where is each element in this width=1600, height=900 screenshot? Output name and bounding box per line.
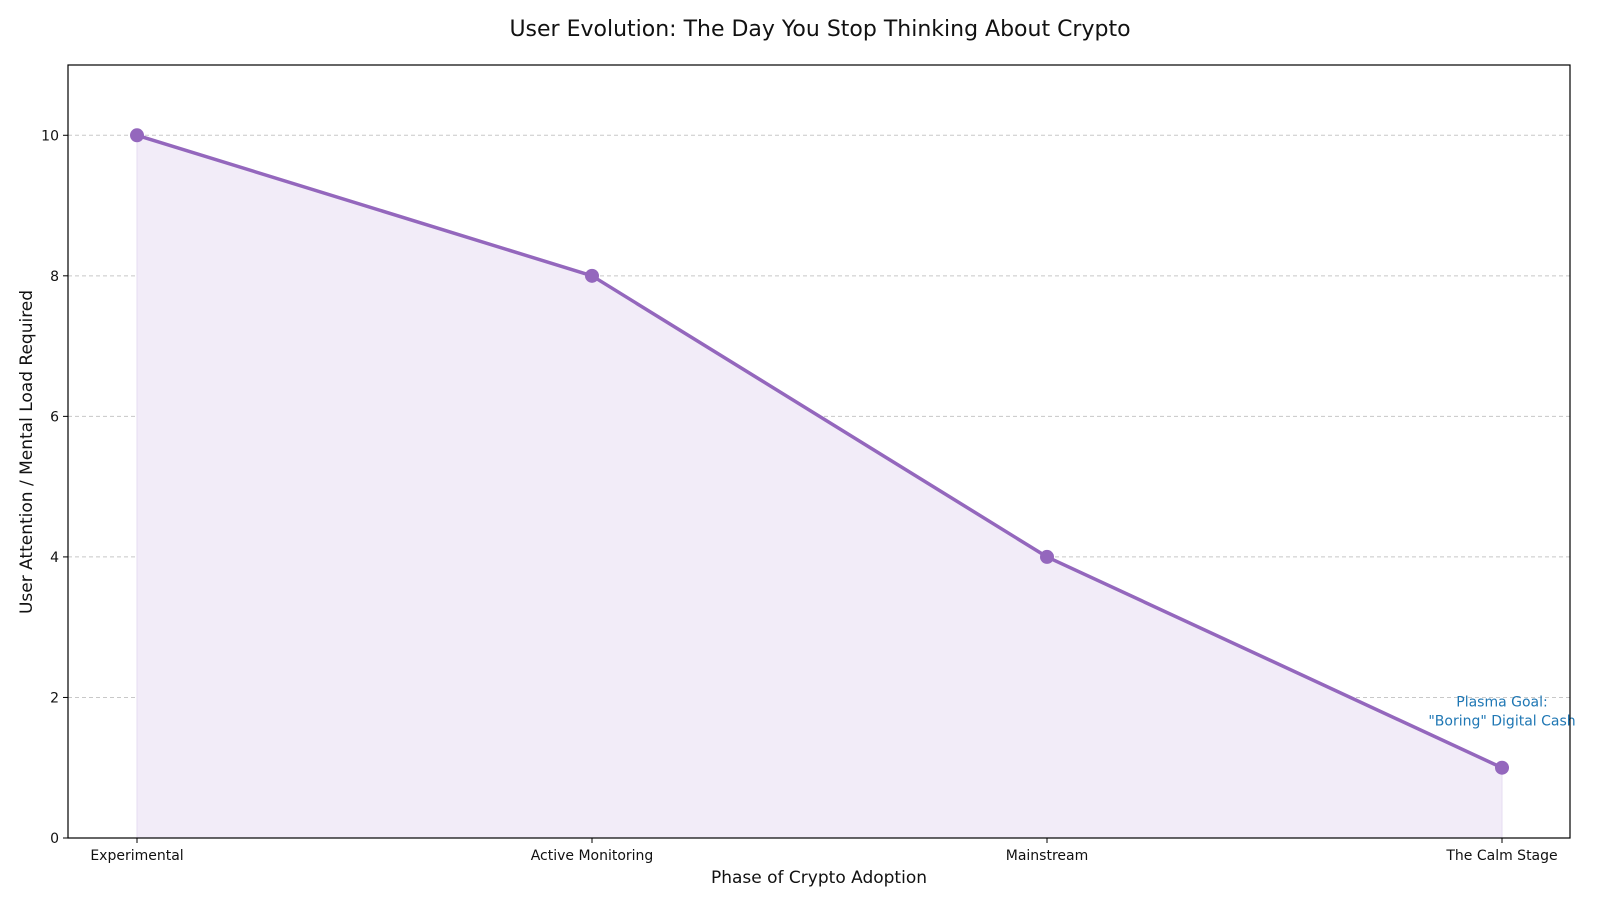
x-tick-label: Experimental xyxy=(90,848,183,864)
data-point-2 xyxy=(585,268,599,283)
annotation-line-2: "Boring" Digital Cash xyxy=(1428,714,1575,730)
y-axis-label: User Attention / Mental Load Required xyxy=(17,290,37,614)
y-axis-ticks: 0 2 4 6 8 10 xyxy=(41,128,68,847)
x-axis-label: Phase of Crypto Adoption xyxy=(711,868,927,888)
x-axis-ticks: Experimental Active Monitoring Mainstream T… xyxy=(90,838,1558,864)
series-line-layer xyxy=(135,133,1504,770)
chart-title: User Evolution: The Day You Stop Thinkin… xyxy=(509,17,1130,42)
data-points xyxy=(130,128,1509,775)
annotation-line-1: Plasma Goal: xyxy=(1456,695,1547,711)
y-tick-label: 10 xyxy=(41,128,59,144)
y-tick-label: 0 xyxy=(50,831,59,847)
x-tick-label: Mainstream xyxy=(1006,848,1088,864)
y-tick-label: 2 xyxy=(50,690,59,706)
data-point-4 xyxy=(1495,760,1509,775)
x-tick-label: The Calm Stage xyxy=(1445,848,1557,864)
plot-area-frame xyxy=(67,64,1571,839)
data-point-1 xyxy=(130,128,144,143)
y-tick-label: 8 xyxy=(50,269,59,285)
y-tick-label: 4 xyxy=(50,550,59,566)
data-point-3 xyxy=(1040,549,1054,564)
series-line xyxy=(135,133,1504,770)
x-tick-label: Active Monitoring xyxy=(531,848,654,864)
y-tick-label: 6 xyxy=(50,409,59,425)
annotation-layer: Plasma Goal: "Boring" Digital Cash xyxy=(1428,695,1575,730)
